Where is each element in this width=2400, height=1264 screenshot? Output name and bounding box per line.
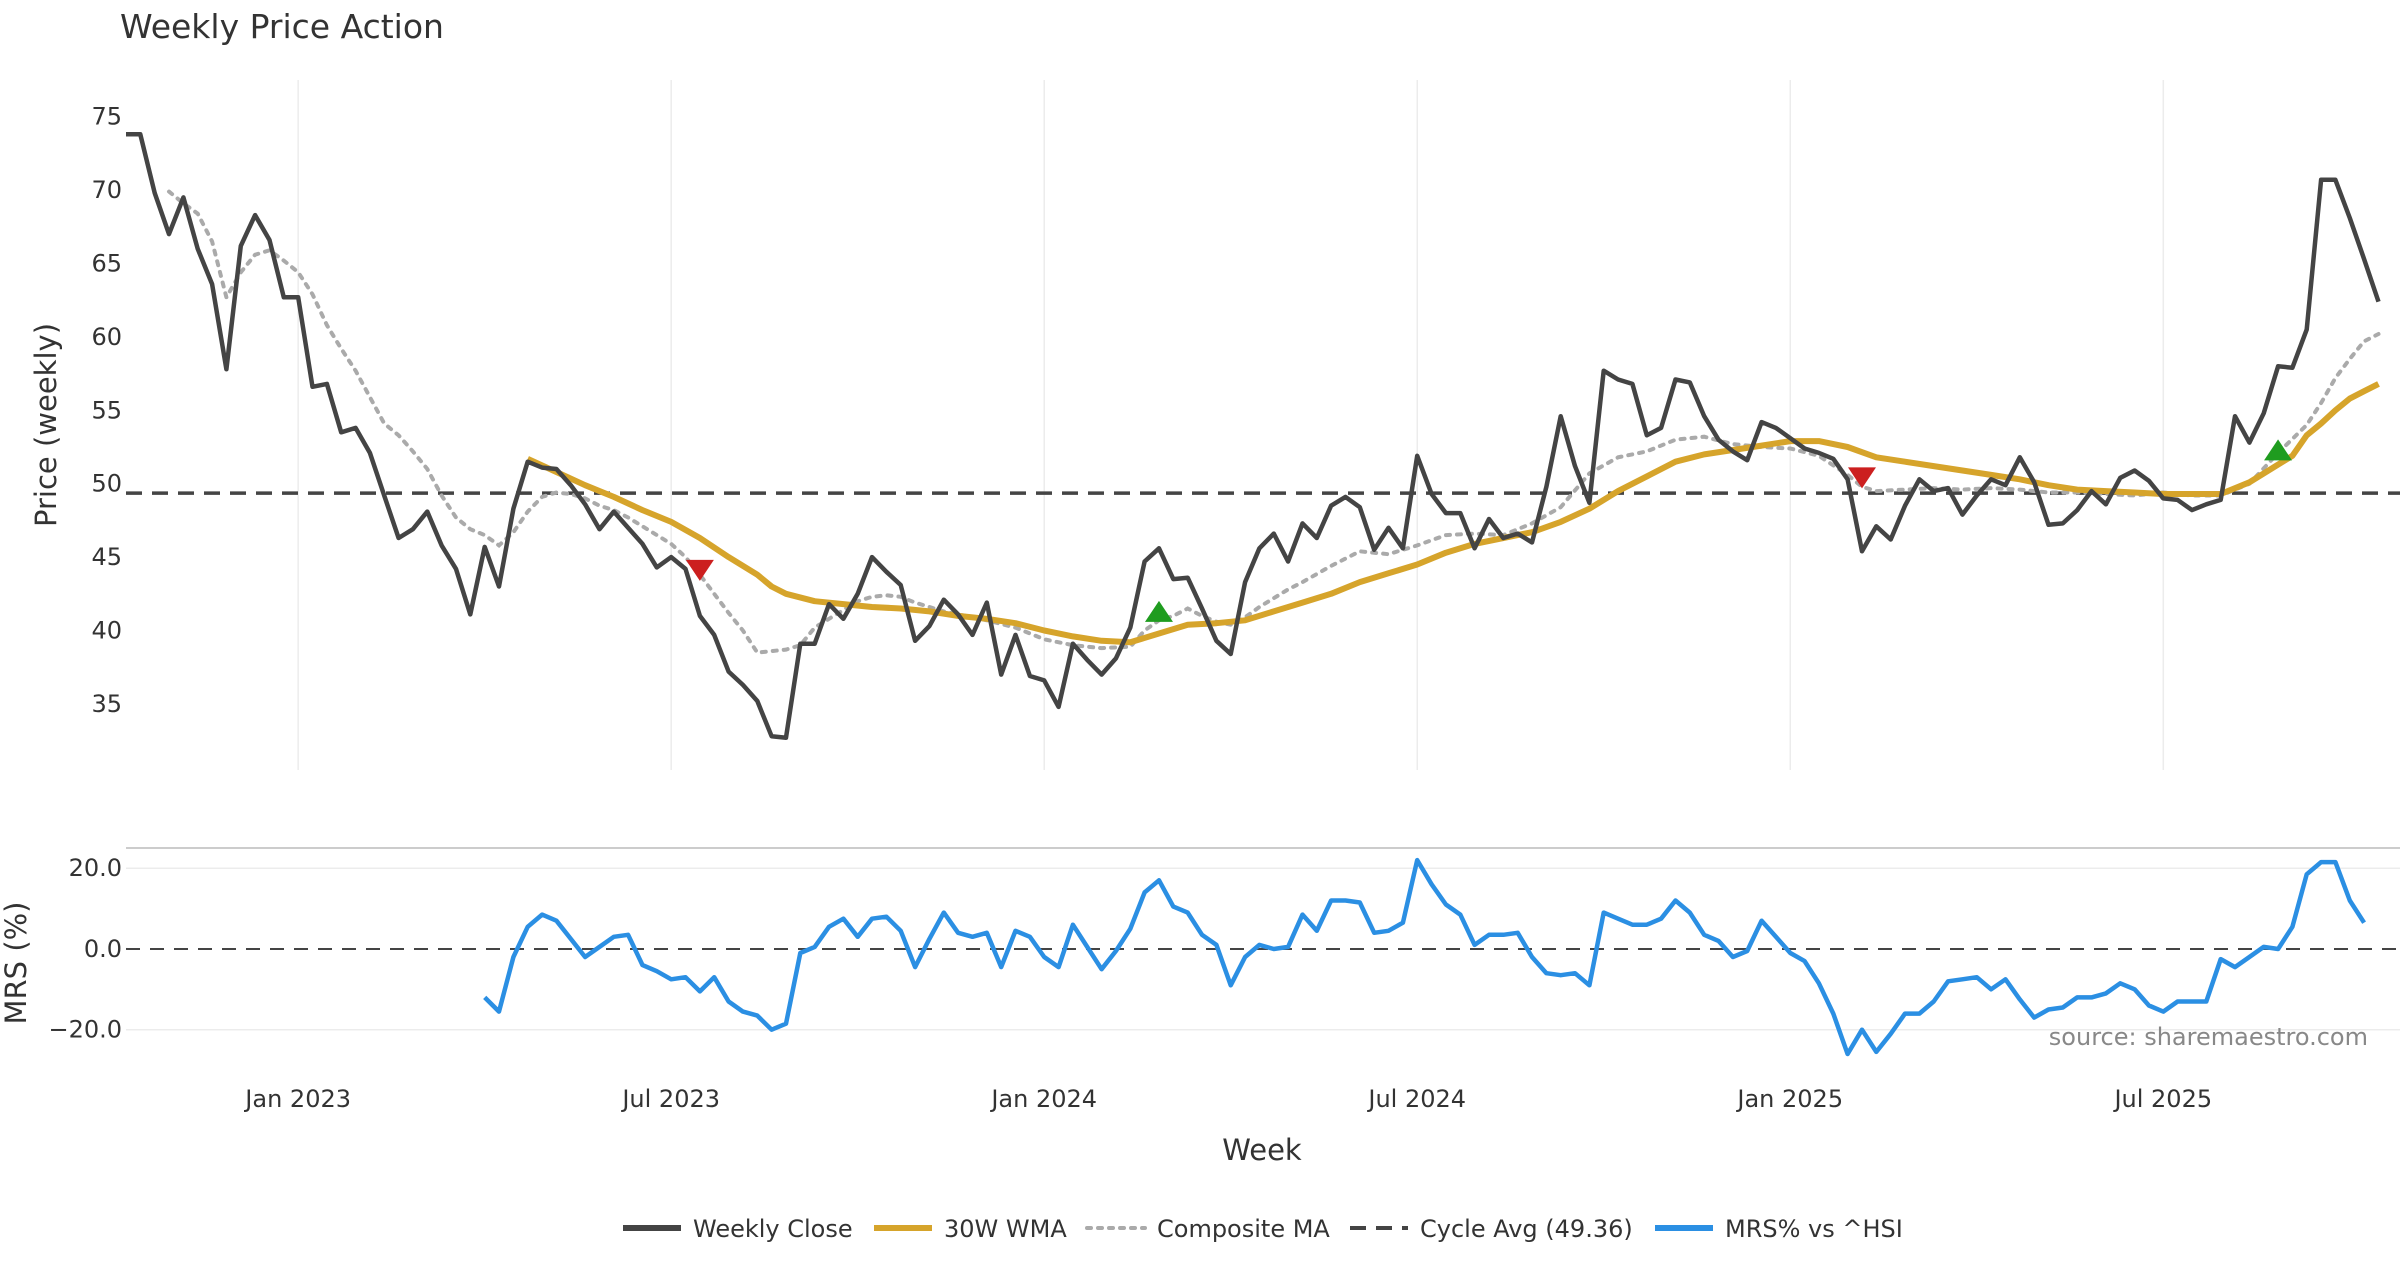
mrs-y-tick-label: 20.0 <box>69 854 122 882</box>
x-tick-label: Jul 2025 <box>2112 1085 2212 1113</box>
price-y-tick-label: 60 <box>91 323 122 351</box>
x-tick-label: Jan 2025 <box>1735 1085 1843 1113</box>
legend-label: MRS% vs ^HSI <box>1725 1215 1903 1243</box>
price-y-tick-label: 35 <box>91 690 122 718</box>
price-y-tick-label: 70 <box>91 176 122 204</box>
price-y-tick-label: 75 <box>91 103 122 131</box>
price-y-tick-label: 55 <box>91 396 122 424</box>
x-tick-label: Jul 2024 <box>1366 1085 1466 1113</box>
x-tick-label: Jul 2023 <box>620 1085 720 1113</box>
chart-title: Weekly Price Action <box>120 7 444 46</box>
legend-label: Composite MA <box>1157 1215 1330 1243</box>
weekly-close-line <box>126 132 2381 740</box>
price-y-tick-label: 40 <box>91 617 122 645</box>
x-tick-label: Jan 2024 <box>989 1085 1097 1113</box>
legend-label: Weekly Close <box>693 1215 853 1243</box>
source-note: source: sharemaestro.com <box>2049 1023 2368 1051</box>
mrs-y-tick-label: 0.0 <box>84 935 122 963</box>
composite-ma-line <box>167 189 2381 655</box>
x-axis-label: Week <box>1222 1133 1302 1167</box>
mrs-line <box>483 857 2366 1057</box>
price-y-tick-label: 45 <box>91 543 122 571</box>
legend: Weekly Close 30W WMA Composite MA Cycle Avg… <box>623 1215 1903 1243</box>
mrs-y-tick-label: −20.0 <box>48 1016 122 1044</box>
x-tick-label: Jan 2023 <box>243 1085 351 1113</box>
sell-signal-marker <box>1847 467 1876 489</box>
buy-signal-marker <box>2264 439 2293 461</box>
buy-signal-marker <box>1144 600 1173 622</box>
price-y-tick-label: 65 <box>91 250 122 278</box>
price-y-axis-label: Price (weekly) <box>29 323 63 527</box>
sell-signal-marker <box>685 559 714 581</box>
legend-label: Cycle Avg (49.36) <box>1420 1215 1633 1243</box>
price-y-tick-label: 50 <box>91 470 122 498</box>
legend-label: 30W WMA <box>944 1215 1067 1243</box>
mrs-y-axis-label: MRS (%) <box>0 902 33 1025</box>
